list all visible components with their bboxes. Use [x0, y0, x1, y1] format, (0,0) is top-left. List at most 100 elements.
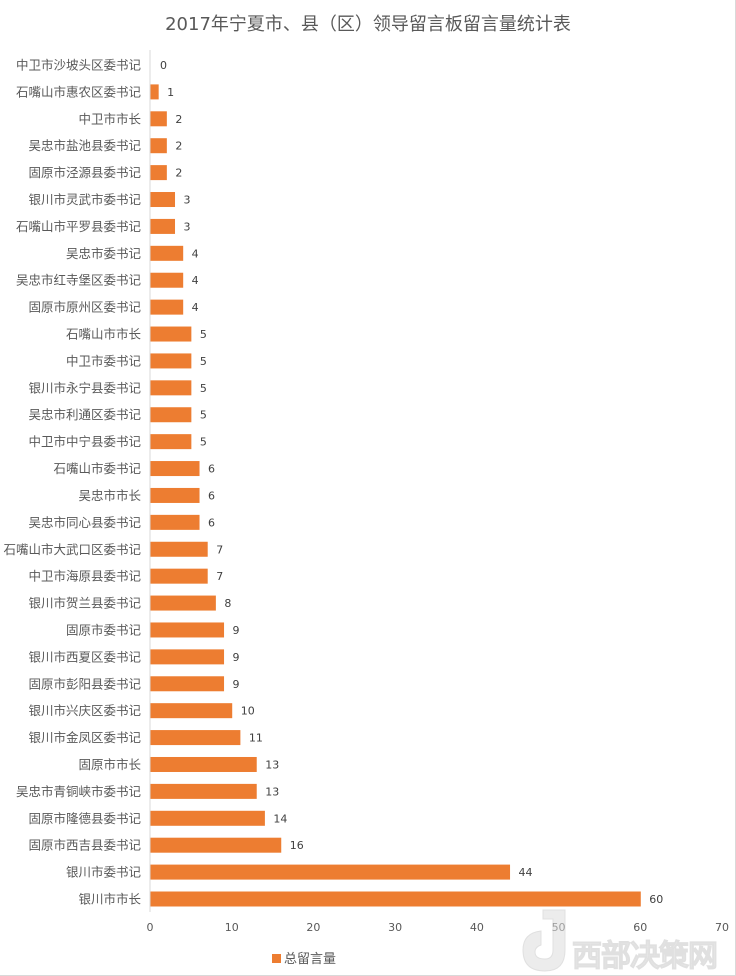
bar: [150, 541, 208, 557]
category-label: 石嘴山市平罗县委书记: [16, 219, 142, 234]
category-label: 吴忠市委书记: [66, 246, 142, 261]
bar: [150, 703, 233, 719]
bar: [150, 730, 241, 746]
x-tick-label: 60: [633, 921, 647, 934]
legend: 总留言量: [0, 948, 480, 967]
category-label: 吴忠市利通区委书记: [28, 407, 141, 422]
category-label: 银川市灵武市委书记: [28, 192, 141, 207]
category-label: 固原市隆德县委书记: [28, 811, 141, 826]
data-label: 5: [200, 328, 207, 341]
category-label: 银川市金凤区委书记: [28, 730, 141, 745]
bar: [150, 111, 167, 127]
bar: [150, 434, 192, 450]
data-label: 13: [265, 758, 279, 771]
bar: [150, 245, 184, 261]
bar: [150, 676, 225, 692]
category-label: 中卫市中宁县委书记: [28, 434, 141, 449]
category-label: 石嘴山市市长: [66, 327, 142, 342]
bar: [150, 891, 641, 907]
data-label: 4: [192, 301, 199, 314]
bar: [150, 299, 184, 315]
bar: [150, 810, 265, 826]
data-label: 44: [519, 866, 533, 879]
category-label: 固原市原州区委书记: [28, 300, 141, 315]
category-label: 中卫市海原县委书记: [28, 569, 141, 584]
bar: [150, 165, 167, 181]
category-label: 吴忠市市长: [78, 488, 141, 503]
category-label: 固原市委书记: [66, 622, 142, 637]
bar: [150, 864, 511, 880]
data-label: 2: [175, 113, 182, 126]
data-label: 3: [184, 194, 191, 207]
x-tick-label: 40: [470, 921, 484, 934]
category-label: 银川市永宁县委书记: [28, 380, 141, 395]
data-label: 0: [160, 59, 167, 72]
bar: [150, 353, 192, 369]
bar: [150, 272, 184, 288]
data-label: 11: [249, 732, 263, 745]
category-label: 石嘴山市委书记: [53, 461, 141, 476]
bar: [150, 837, 282, 853]
bar: [150, 514, 200, 530]
chart-title: 2017年宁夏市、县（区）领导留言板留言量统计表: [165, 14, 571, 35]
category-label: 银川市西夏区委书记: [28, 649, 141, 664]
category-label: 银川市兴庆区委书记: [28, 703, 141, 718]
data-label: 9: [233, 678, 240, 691]
bar: [150, 756, 257, 772]
category-label: 吴忠市红寺堡区委书记: [16, 273, 142, 288]
bar: [150, 568, 208, 584]
data-label: 2: [175, 167, 182, 180]
bar: [150, 407, 192, 423]
data-label: 8: [224, 597, 231, 610]
category-label: 固原市西吉县委书记: [28, 838, 141, 853]
category-label: 中卫市沙坡头区委书记: [16, 58, 142, 73]
data-label: 2: [175, 140, 182, 153]
watermark-text: 西部决策网: [572, 939, 719, 974]
data-label: 10: [241, 705, 255, 718]
category-label: 吴忠市青铜峡市委书记: [16, 784, 142, 799]
data-label: 6: [208, 516, 215, 529]
category-label: 石嘴山市惠农区委书记: [16, 84, 142, 99]
data-label: 6: [208, 463, 215, 476]
x-tick-label: 0: [147, 921, 154, 934]
x-tick-label: 30: [388, 921, 402, 934]
data-label: 6: [208, 489, 215, 502]
bar: [150, 326, 192, 342]
data-label: 7: [216, 570, 223, 583]
data-label: 16: [290, 839, 304, 852]
data-label: 5: [200, 382, 207, 395]
data-label: 3: [184, 220, 191, 233]
data-label: 13: [265, 785, 279, 798]
bar: [150, 192, 176, 208]
category-label: 吴忠市同心县委书记: [28, 515, 141, 530]
category-label: 固原市泾源县委书记: [28, 165, 141, 180]
data-label: 5: [200, 409, 207, 422]
data-label: 1: [167, 86, 174, 99]
bar: [150, 218, 176, 234]
bar: [150, 84, 159, 100]
category-label: 银川市市长: [78, 892, 141, 907]
bar: [150, 595, 216, 611]
legend-label: 总留言量: [283, 952, 336, 967]
x-tick-label: 10: [225, 921, 239, 934]
x-tick-label: 20: [306, 921, 320, 934]
bar: [150, 487, 200, 503]
category-label: 吴忠市盐池县委书记: [28, 138, 141, 153]
logo-icon: [522, 909, 566, 972]
data-label: 9: [233, 651, 240, 664]
bar: [150, 783, 257, 799]
bar: [150, 649, 225, 665]
data-label: 4: [192, 274, 199, 287]
category-label: 银川市委书记: [66, 865, 142, 880]
x-tick-label: 70: [715, 921, 729, 934]
category-label: 石嘴山市大武口区委书记: [3, 542, 141, 557]
bar: [150, 380, 192, 396]
data-label: 60: [649, 893, 663, 906]
category-label: 中卫市委书记: [66, 353, 142, 368]
bar: [150, 461, 200, 477]
category-label: 银川市贺兰县委书记: [28, 596, 141, 611]
data-label: 5: [200, 355, 207, 368]
bar: [150, 622, 225, 638]
